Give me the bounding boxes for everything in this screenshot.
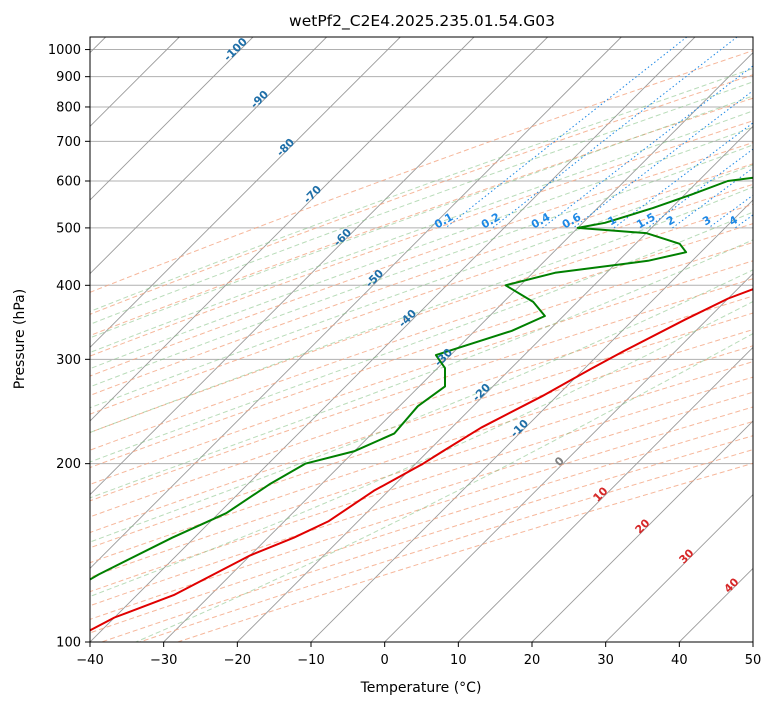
x-tick-label: 20 — [524, 653, 541, 668]
y-tick-label: 500 — [56, 221, 81, 236]
dry-adiabat — [90, 97, 753, 337]
dry-adiabat — [90, 241, 753, 469]
plot-frame — [89, 36, 754, 643]
moist-adiabat — [90, 269, 753, 543]
dry-adiabat — [90, 203, 753, 433]
moist-adiabat — [90, 186, 753, 434]
moist-adiabat — [90, 211, 753, 463]
x-tick-label: −40 — [76, 653, 103, 668]
dry-adiabat — [90, 260, 753, 485]
isotherm-label: 20 — [633, 516, 653, 536]
dry-adiabat — [90, 345, 753, 564]
x-tick-label: 10 — [450, 653, 467, 668]
isotherm-line — [90, 37, 475, 422]
isotherm-label: -70 — [301, 183, 324, 206]
isotherm-line — [752, 641, 753, 642]
y-tick-label: 900 — [56, 70, 81, 85]
isotherm-label: -20 — [470, 381, 493, 404]
moist-adiabat — [90, 126, 753, 370]
moist-adiabat — [90, 81, 753, 325]
isotherm-line — [310, 199, 753, 642]
x-tick-label: −20 — [224, 653, 251, 668]
y-tick-label: 400 — [56, 279, 81, 294]
isotherm-line — [163, 52, 753, 642]
mixing-ratio-line — [734, 214, 753, 229]
isotherm-line — [90, 37, 548, 496]
moist-adiabat — [90, 300, 753, 597]
y-tick-label: 700 — [56, 135, 81, 150]
dry-adiabat — [90, 120, 753, 357]
dry-adiabat — [90, 50, 753, 293]
sounding-profiles — [90, 176, 753, 632]
isotherm-label: -40 — [396, 307, 419, 330]
dry-adiabat — [90, 142, 753, 377]
moist-adiabat — [90, 95, 753, 339]
background-reference-lines — [90, 37, 753, 642]
isotherm-line — [679, 567, 753, 642]
x-tick-label: 30 — [597, 653, 614, 668]
mixing-ratio-line — [572, 90, 753, 229]
isotherm-line — [90, 37, 327, 275]
dry-adiabat — [90, 183, 753, 415]
isotherm-label: 30 — [677, 546, 697, 566]
isotherm-line — [237, 125, 753, 642]
dewpoint-profile-line — [90, 176, 753, 581]
x-tick-label: −30 — [150, 653, 177, 668]
dry-adiabat — [90, 74, 753, 315]
temperature-profile-line — [90, 288, 753, 632]
y-tick-label: 800 — [56, 100, 81, 115]
mixing-ratio-line — [613, 122, 753, 229]
mixing-ratio-label: 6 — [766, 213, 775, 228]
x-axis-label: Temperature (°C) — [360, 680, 482, 696]
isotherm-line — [90, 37, 401, 348]
isotherm-line — [384, 273, 753, 642]
moist-adiabat — [90, 110, 753, 354]
isotherm-line — [90, 37, 696, 642]
chart-title: wetPf2_C2E4.2025.235.01.54.G03 — [289, 12, 555, 31]
x-tick-label: 50 — [745, 653, 762, 668]
dry-adiabat — [90, 295, 753, 518]
isotherm-label: 10 — [591, 484, 611, 504]
isotherm-label: -50 — [363, 267, 386, 290]
isotherm-label: -80 — [274, 136, 297, 159]
y-axis-label: Pressure (hPa) — [12, 289, 28, 389]
isotherm-line — [90, 37, 254, 201]
isotherm-line — [90, 37, 622, 569]
x-tick-label: −10 — [297, 653, 324, 668]
isotherm-line — [458, 346, 753, 642]
mixing-ratio-line — [542, 65, 753, 229]
mixing-ratio-line — [492, 37, 738, 229]
dry-adiabat — [90, 376, 753, 593]
y-tick-label: 300 — [56, 353, 81, 368]
isotherm-label: -90 — [248, 88, 271, 111]
isotherm-line — [605, 494, 753, 642]
x-axis: −40 −30 −20 −10 0 10 20 30 40 50 — [76, 642, 761, 668]
isotherm-line — [531, 420, 753, 642]
dry-adiabat — [90, 163, 753, 396]
mixing-ratio-label: 4 — [727, 213, 740, 228]
y-tick-label: 1000 — [48, 43, 81, 58]
moist-adiabat — [90, 67, 753, 313]
mixing-ratio-line — [672, 167, 753, 229]
y-tick-label: 200 — [56, 457, 81, 472]
dry-adiabat — [90, 223, 753, 451]
dry-adiabat — [90, 312, 753, 534]
dry-adiabat — [101, 435, 753, 642]
moist-adiabat — [90, 164, 753, 409]
dry-adiabat — [90, 361, 753, 578]
moist-adiabat — [90, 144, 753, 388]
x-tick-label: 40 — [671, 653, 688, 668]
isotherm-label: 40 — [722, 575, 742, 595]
dry-adiabat — [90, 391, 753, 607]
mixing-ratio-label: 2 — [664, 213, 677, 228]
y-tick-label: 100 — [56, 636, 81, 651]
dry-adiabat — [90, 278, 753, 502]
y-tick-label: 600 — [56, 174, 81, 189]
y-axis: 100 200 300 400 500 600 700 800 900 1000 — [48, 43, 90, 651]
dry-adiabat — [90, 329, 753, 549]
moist-adiabat — [90, 239, 753, 499]
x-tick-label: 0 — [381, 653, 389, 668]
